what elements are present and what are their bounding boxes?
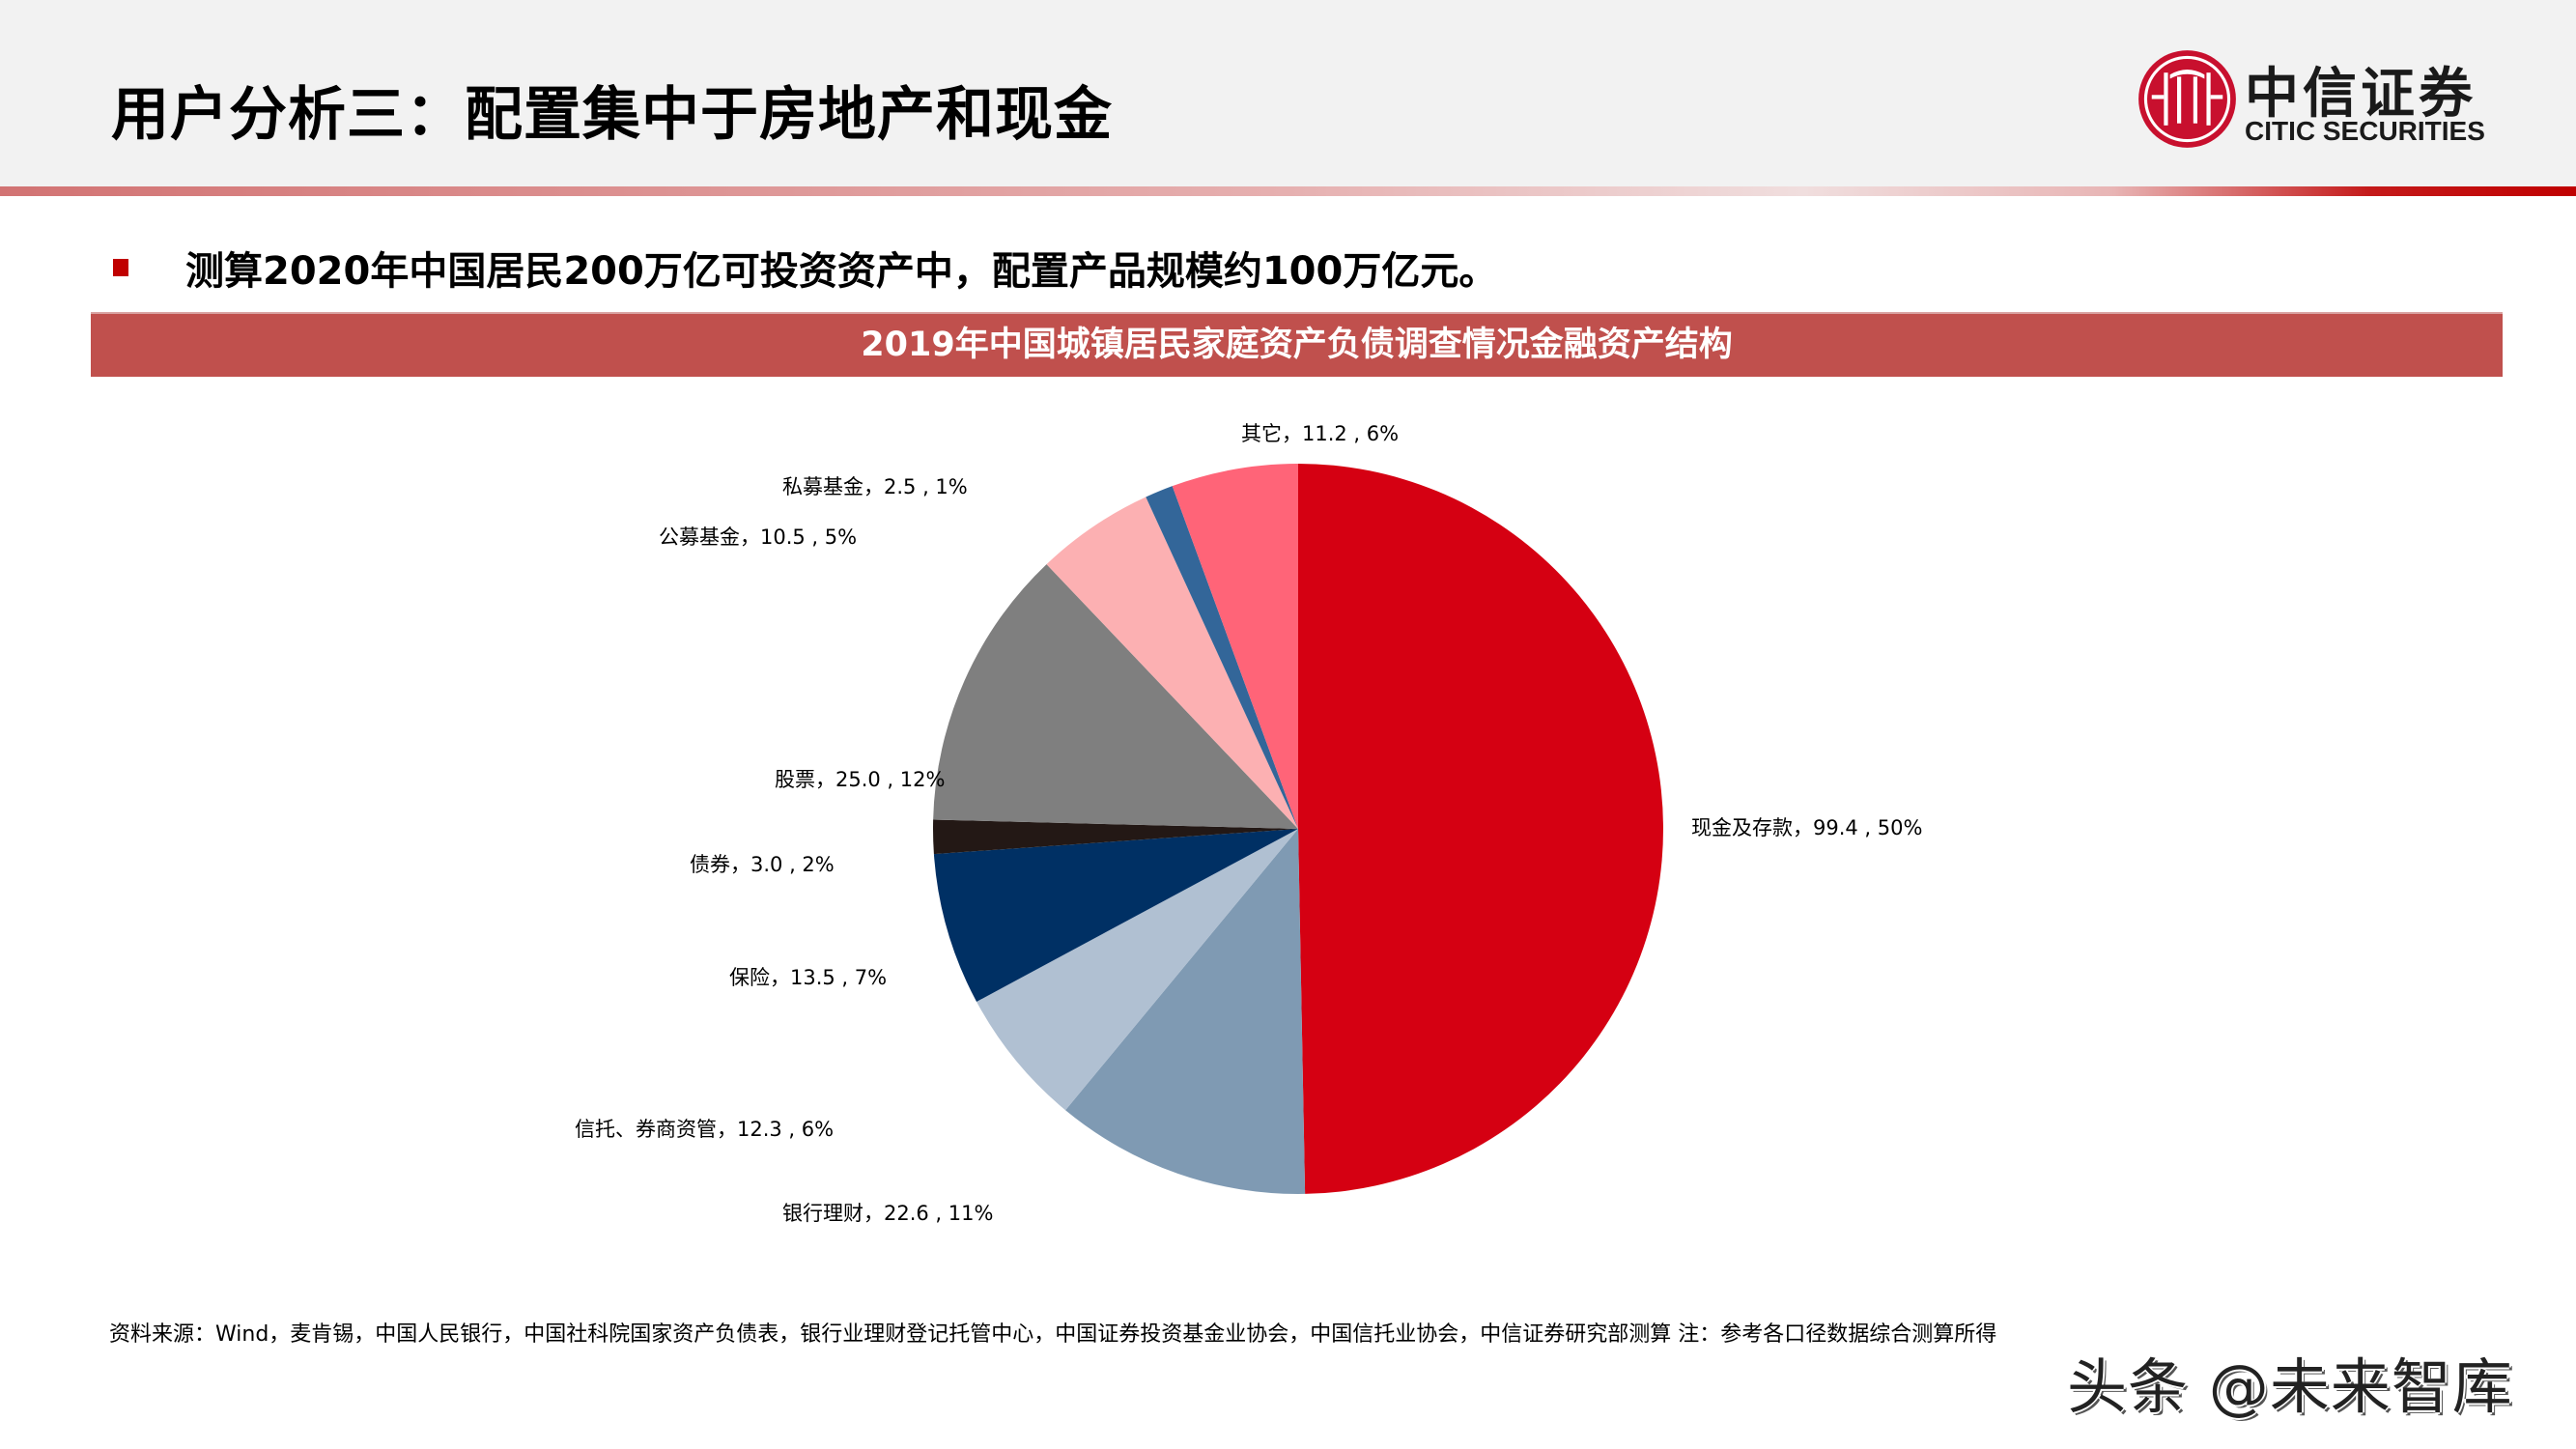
logo-name-cn: 中信证券 xyxy=(2245,62,2477,126)
pie-slice xyxy=(933,564,1298,829)
slice-label-private-funds: 私募基金，2.5 , 1% xyxy=(782,475,968,498)
pie-slice xyxy=(1172,464,1298,829)
slice-label-cash: 现金及存款，99.4 , 50% xyxy=(1691,816,1923,839)
pie-slice xyxy=(1046,497,1298,829)
logo-name-en: CITIC SECURITIES xyxy=(2245,116,2485,146)
header-bar: 用户分析三：配置集中于房地产和现金 中信证券 CITIC SECURITIES xyxy=(0,0,2576,187)
source-note: 资料来源：Wind，麦肯锡，中国人民银行，中国社科院国家资产负债表，银行业理财登… xyxy=(109,1322,1997,1347)
slice-label-insurance: 保险，13.5 , 7% xyxy=(729,966,888,989)
slice-label-bank-wealth: 银行理财，22.6 , 11% xyxy=(782,1202,994,1225)
chart-title-banner: 2019年中国城镇居民家庭资产负债调查情况金融资产结构 xyxy=(91,312,2503,377)
pie-slice xyxy=(1298,464,1664,1194)
page-title: 用户分析三：配置集中于房地产和现金 xyxy=(111,81,1113,149)
bullet-text: 测算2020年中国居民200万亿可投资资产中，配置产品规模约100万亿元。 xyxy=(185,249,1498,294)
slice-label-other: 其它，11.2 , 6% xyxy=(1241,422,1400,445)
chart-title: 2019年中国城镇居民家庭资产负债调查情况金融资产结构 xyxy=(861,326,1733,364)
watermark: 头条 @未来智库 xyxy=(2067,1351,2513,1422)
slice-label-bonds: 债券，3.0 , 2% xyxy=(690,853,835,876)
pie-slice xyxy=(1146,486,1298,829)
slice-label-public-funds: 公募基金，10.5 , 5% xyxy=(659,526,858,549)
pie-slice xyxy=(933,829,1298,1002)
bullet-marker-icon xyxy=(113,259,128,276)
citic-logo-icon xyxy=(2138,50,2236,148)
header-divider xyxy=(0,186,2576,196)
pie-slice xyxy=(1065,829,1306,1194)
citic-logo: 中信证券 CITIC SECURITIES xyxy=(2137,48,2542,155)
pie-slice xyxy=(933,819,1298,855)
slice-label-trust: 信托、券商资管，12.3 , 6% xyxy=(575,1118,835,1141)
pie-slice xyxy=(977,829,1298,1111)
slice-label-stocks: 股票，25.0 , 12% xyxy=(775,768,946,791)
